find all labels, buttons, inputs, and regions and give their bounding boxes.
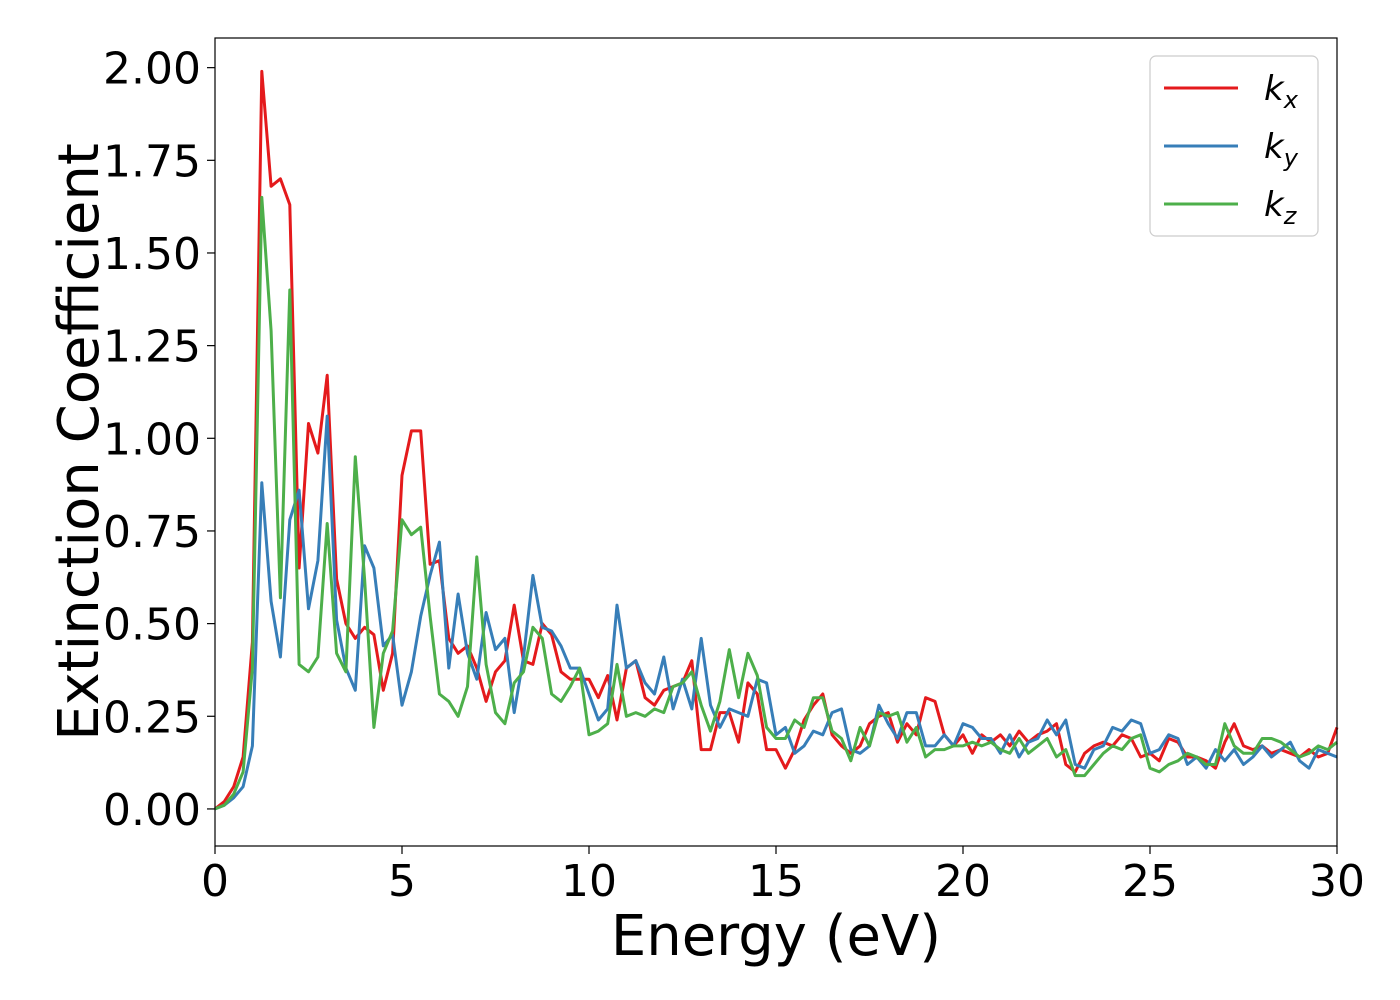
series-layer [214,69,1339,811]
x-tick-label: 0 [201,856,229,907]
y-tick-label: 1.75 [103,136,201,187]
legend-label-x: kx [1264,69,1299,114]
y-tick-label: 0.00 [103,785,201,836]
y-tick-label: 0.75 [103,507,201,558]
series-line-y [214,414,1338,811]
x-axis: 0 5 10 15 20 25 30 [201,846,1365,907]
y-tick-label: 1.50 [103,229,201,280]
y-tick-label: 2.00 [103,44,201,95]
legend: kx ky kz [1149,55,1319,237]
y-tick-label: 0.25 [103,692,201,743]
legend-label-y: ky [1264,127,1299,172]
x-axis-label: Energy (eV) [611,904,941,969]
y-axis: 0.00 0.25 0.50 0.75 1.00 1.25 1.50 1.75 2.00 [103,44,215,836]
legend-label-z: kz [1264,185,1298,230]
x-tick-label: 15 [748,856,804,907]
y-tick-label: 1.25 [103,322,201,373]
x-tick-label: 20 [935,856,991,907]
y-tick-label: 1.00 [103,414,201,465]
y-tick-label: 0.50 [103,600,201,651]
x-tick-label: 5 [388,856,416,907]
y-axis-label: Extinction Coefficient [47,143,112,741]
x-tick-label: 10 [561,856,617,907]
x-tick-label: 30 [1309,856,1365,907]
x-tick-label: 25 [1122,856,1178,907]
series-line-z [214,195,1338,811]
